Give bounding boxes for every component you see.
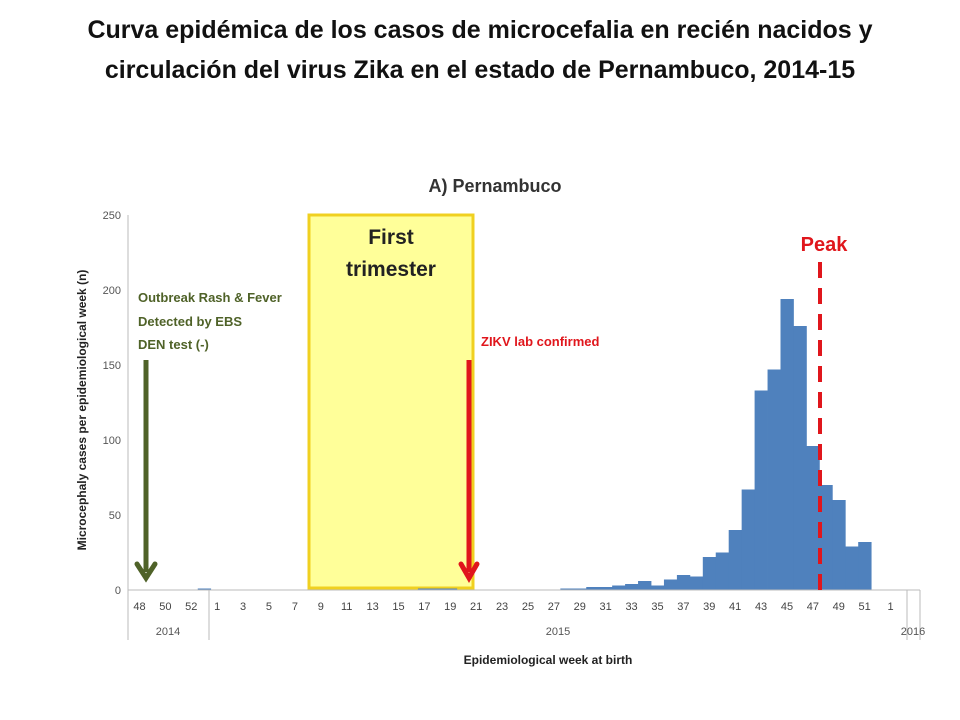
x-axis-label: Epidemiological week at birth [464, 653, 633, 667]
bar-week-20-24 [443, 588, 458, 590]
peak-label: Peak [801, 234, 849, 256]
bar-week-30-34 [573, 588, 587, 590]
bar-week-34-38 [625, 584, 639, 590]
bar-week-32-36 [599, 587, 613, 590]
x-tick-label: 17 [418, 601, 430, 613]
bar-week-39-43 [689, 576, 704, 590]
x-tick-label: 52 [185, 601, 197, 613]
bar-week-52-56 [858, 542, 872, 590]
x-tick-label: 21 [470, 601, 482, 613]
bar-week-35-39 [638, 581, 652, 590]
y-tick-labels: 0 50 100 150 200 250 [103, 210, 121, 597]
y-tick-label: 200 [103, 285, 121, 297]
x-tick-label: 51 [859, 601, 871, 613]
y-tick-label: 50 [109, 510, 121, 522]
bar-week-48-52 [806, 446, 820, 590]
x-tick-label: 15 [392, 601, 404, 613]
x-tick-label: 25 [522, 601, 534, 613]
zikv-label: ZIKV lab confirmed [481, 334, 600, 349]
x-tick-label: 50 [159, 601, 171, 613]
year-label-2014: 2014 [156, 626, 180, 638]
bar-week-36-40 [651, 585, 665, 590]
x-tick-label: 7 [292, 601, 298, 613]
year-label-2016: 2016 [901, 626, 925, 638]
first-trimester-label-line-2: trimester [346, 258, 436, 281]
x-tick-label: 43 [755, 601, 767, 613]
y-tick-label: 100 [103, 435, 121, 447]
x-tick-label: 13 [366, 601, 378, 613]
y-tick-label: 0 [115, 585, 121, 597]
y-tick-label: 150 [103, 360, 121, 372]
bar-week-31-35 [586, 587, 600, 590]
bar-week-37-41 [663, 579, 678, 590]
y-tick-label: 250 [103, 210, 121, 222]
x-tick-label: 35 [651, 601, 663, 613]
bar-week-46-50 [780, 299, 794, 590]
bar-week-50-54 [832, 500, 846, 590]
x-tick-label: 41 [729, 601, 741, 613]
slide-title-line-1: Curva epidémica de los casos de microcef… [87, 16, 873, 44]
x-tick-label: 39 [703, 601, 715, 613]
bar-week-41-45 [715, 552, 730, 590]
x-tick-label: 23 [496, 601, 508, 613]
x-tick-label: 31 [600, 601, 612, 613]
x-tick-label: 45 [781, 601, 793, 613]
bar-week-45-49 [767, 369, 781, 590]
year-label-2015: 2015 [546, 626, 570, 638]
x-tick-label: 29 [574, 601, 586, 613]
slide-title-line-2: circulación del virus Zika en el estado … [104, 56, 856, 84]
bar-week-29-33 [560, 588, 574, 590]
x-tick-labels: 48 50 52 1 3 5 7 9 11 13 15 17 19 21 23 25 27 29 31 33 35 37 3… [133, 601, 893, 613]
x-tick-label: 37 [677, 601, 689, 613]
x-tick-label: 9 [318, 601, 324, 613]
slide-title: Curva epidémica de los casos de microcef… [20, 10, 940, 90]
bar-week-51-55 [845, 546, 859, 590]
bar-week-40-44 [702, 557, 717, 590]
x-tick-label: 49 [833, 601, 845, 613]
bar-series [197, 299, 872, 590]
first-trimester-label-line-1: First [368, 226, 414, 249]
outbreak-label-line-3: DEN test (-) [138, 337, 209, 352]
x-tick-label: 5 [266, 601, 272, 613]
x-tick-label: 47 [807, 601, 819, 613]
bar-week-43-47 [741, 489, 755, 590]
bar-week-49-53 [819, 485, 833, 590]
x-tick-label: 27 [548, 601, 560, 613]
x-tick-label: 48 [133, 601, 145, 613]
y-axis-label: Microcephaly cases per epidemiological w… [75, 270, 89, 551]
bar-week-19-23 [430, 588, 445, 590]
x-tick-label: 11 [341, 601, 352, 613]
chart-title: A) Pernambuco [428, 176, 561, 196]
bar-week-33-37 [612, 585, 626, 590]
bar-week-1-5 [197, 588, 212, 590]
bar-week-42-46 [728, 530, 743, 590]
first-trimester-box [307, 213, 475, 590]
outbreak-arrow [134, 360, 158, 583]
x-tick-label: 33 [625, 601, 637, 613]
bar-week-47-51 [793, 326, 807, 590]
bar-week-18-22 [417, 588, 432, 590]
x-tick-label: 19 [444, 601, 456, 613]
x-tick-label: 1 [888, 601, 894, 613]
outbreak-label-line-2: Detected by EBS [138, 314, 242, 329]
outbreak-label-line-1: Outbreak Rash & Fever [138, 290, 282, 305]
x-tick-label: 1 [214, 601, 220, 613]
bar-week-44-48 [754, 390, 768, 590]
bar-week-38-42 [676, 575, 691, 590]
x-tick-label: 3 [240, 601, 246, 613]
zikv-arrow [458, 360, 480, 584]
